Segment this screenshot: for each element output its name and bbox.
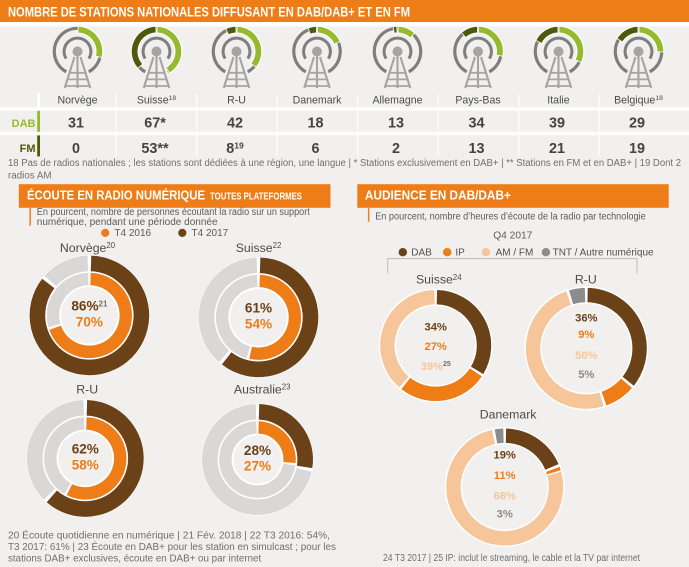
svg-text:T3 2017: 61% | 23 Écoute en: T3 2017: 61% | 23 Écoute en DAB+ pour le…	[8, 542, 336, 553]
svg-text:Suisse24: Suisse24	[416, 273, 462, 287]
svg-text:TOUTES PLATEFORMES: TOUTES PLATEFORMES	[210, 192, 302, 203]
svg-text:TNT / Autre numérique: TNT / Autre numérique	[553, 248, 654, 259]
svg-text:T4 2016: T4 2016	[114, 228, 151, 239]
svg-text:R-U: R-U	[76, 383, 98, 397]
svg-text:0: 0	[72, 141, 80, 157]
svg-text:AM / FM: AM / FM	[496, 248, 534, 259]
svg-text:50%: 50%	[575, 350, 597, 362]
svg-text:31: 31	[68, 116, 84, 132]
svg-text:61%: 61%	[245, 301, 272, 316]
svg-text:19: 19	[629, 141, 645, 157]
svg-text:24 T3 2017 | 25 IP: inclut l: 24 T3 2017 | 25 IP: inclut le streaming,…	[383, 553, 640, 564]
svg-text:19%: 19%	[493, 449, 515, 461]
svg-text:54%: 54%	[245, 316, 272, 331]
svg-text:Q4 2017: Q4 2017	[493, 231, 532, 242]
svg-text:6: 6	[311, 141, 319, 157]
svg-text:62%: 62%	[72, 442, 99, 457]
svg-text:34%: 34%	[424, 321, 446, 333]
svg-text:27%: 27%	[244, 459, 271, 474]
svg-text:radios AM: radios AM	[8, 171, 52, 182]
svg-text:T4 2017: T4 2017	[192, 228, 229, 239]
svg-text:NOMBRE DE STATIONS NATIONALES: NOMBRE DE STATIONS NATIONALES DIFFUSANT …	[8, 4, 410, 19]
svg-text:58%: 58%	[72, 458, 99, 473]
svg-text:ÉCOUTE EN RADIO NUMÉRIQUE: ÉCOUTE EN RADIO NUMÉRIQUE	[27, 188, 205, 203]
svg-text:29: 29	[629, 116, 645, 132]
svg-text:34: 34	[468, 116, 484, 132]
svg-text:AUDIENCE EN DAB/DAB+: AUDIENCE EN DAB/DAB+	[365, 188, 511, 203]
svg-text:70%: 70%	[76, 315, 103, 330]
svg-text:DAB: DAB	[12, 118, 36, 130]
svg-text:Suisse22: Suisse22	[236, 241, 282, 255]
svg-text:13: 13	[388, 116, 404, 132]
svg-text:9%: 9%	[578, 329, 594, 341]
svg-text:68%: 68%	[493, 490, 515, 502]
svg-text:5%: 5%	[578, 369, 594, 381]
svg-text:En pourcent, nombre de personn: En pourcent, nombre de personnes écoutan…	[37, 207, 310, 218]
svg-text:numérique, pendant une période: numérique, pendant une période donnée	[37, 217, 218, 228]
svg-text:Allemagne: Allemagne	[372, 94, 422, 106]
svg-text:11%: 11%	[494, 470, 516, 482]
svg-text:En pourcent, nombre d’heures d: En pourcent, nombre d’heures d’écoute de…	[375, 212, 646, 223]
svg-text:Belgique18: Belgique18	[614, 94, 663, 106]
svg-text:R-U: R-U	[575, 273, 597, 287]
svg-text:20 Écoute quotidienne en numér: 20 Écoute quotidienne en numérique | 21 …	[8, 530, 330, 541]
svg-text:Australie23: Australie23	[234, 383, 291, 397]
svg-text:Suisse18: Suisse18	[137, 94, 177, 106]
svg-text:28%: 28%	[244, 443, 271, 458]
svg-text:13: 13	[468, 141, 484, 157]
svg-text:DAB: DAB	[411, 248, 432, 259]
svg-text:stations DAB+ exclusives, écou: stations DAB+ exclusives, écoute en DAB+…	[8, 554, 262, 565]
svg-text:Italie: Italie	[547, 94, 569, 106]
svg-text:3%: 3%	[497, 509, 513, 521]
svg-text:Norvège: Norvège	[57, 94, 97, 106]
svg-text:IP: IP	[455, 248, 465, 259]
svg-text:39: 39	[549, 116, 565, 132]
svg-text:Danemark: Danemark	[293, 94, 343, 106]
svg-text:Danemark: Danemark	[480, 408, 538, 422]
svg-text:18: 18	[307, 116, 323, 132]
svg-text:21: 21	[549, 141, 565, 157]
svg-text:53**: 53**	[141, 141, 169, 157]
svg-text:18 Pas de radios nationales ;: 18 Pas de radios nationales ; les statio…	[8, 158, 681, 169]
svg-text:27%: 27%	[424, 341, 446, 353]
svg-text:42: 42	[227, 116, 243, 132]
svg-text:67*: 67*	[144, 116, 166, 132]
svg-text:R-U: R-U	[227, 94, 246, 106]
svg-text:Norvège20: Norvège20	[60, 241, 116, 255]
svg-text:36%: 36%	[575, 313, 597, 325]
svg-text:FM: FM	[20, 143, 36, 155]
svg-text:2: 2	[392, 141, 400, 157]
svg-text:Pays-Bas: Pays-Bas	[455, 94, 500, 106]
